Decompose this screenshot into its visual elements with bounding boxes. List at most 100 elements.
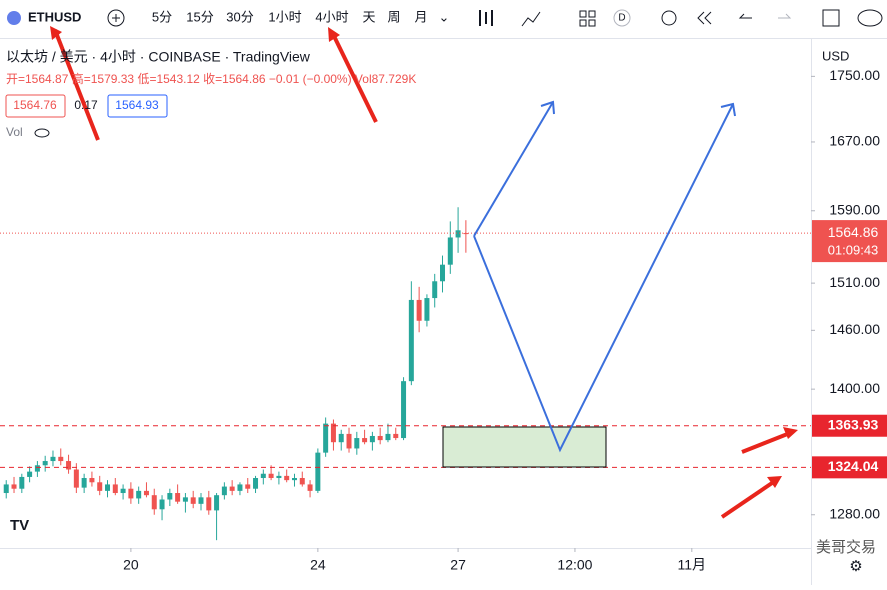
tv-logo[interactable]: TV	[10, 517, 29, 534]
candle-body	[377, 435, 383, 441]
projection-line	[473, 103, 734, 453]
ask: 1564.93	[115, 98, 159, 112]
candle-body	[393, 433, 399, 439]
interval[interactable]: 天	[362, 9, 375, 24]
bid: 1564.76	[13, 98, 57, 112]
ohlc: 开=1564.87 高=1579.33 低=1543.12 收=1564.86 …	[6, 71, 416, 86]
candle-body	[73, 469, 79, 488]
level-label: 1363.93	[828, 416, 879, 432]
interval[interactable]: 1小时	[268, 9, 301, 24]
badge-circle[interactable]	[613, 9, 631, 27]
bid-box[interactable]	[5, 94, 66, 118]
settings-icon[interactable]: ⚙	[849, 558, 862, 575]
candle-body	[369, 435, 375, 443]
alert-icon[interactable]	[661, 10, 677, 26]
interval[interactable]: 周	[387, 9, 400, 24]
candle-body	[66, 461, 72, 470]
add-symbol[interactable]	[107, 9, 125, 27]
candle-body	[34, 465, 40, 472]
candle-body	[159, 499, 165, 510]
candle-body	[362, 438, 368, 443]
candle-body	[385, 433, 391, 441]
layout-icon[interactable]	[579, 10, 587, 18]
annotation-arrow	[767, 476, 782, 488]
candle-body	[291, 478, 297, 481]
candle-body	[151, 495, 157, 510]
y-tick-label: 1280.00	[829, 505, 880, 521]
candle-body	[268, 473, 274, 479]
x-tick-label: 11月	[678, 557, 707, 573]
y-tick-label: 1510.00	[829, 274, 880, 290]
candle-body	[167, 493, 173, 500]
candle-body	[214, 495, 220, 511]
ask-box[interactable]	[107, 94, 168, 118]
symbol-icon[interactable]	[7, 11, 21, 25]
currency[interactable]: USD	[822, 48, 849, 63]
y-tick-label: 1590.00	[829, 201, 880, 217]
candle-body	[175, 493, 181, 502]
hide-icon[interactable]	[34, 128, 50, 138]
candle-body	[346, 433, 352, 449]
candle-body	[338, 433, 344, 443]
last-price-bg	[812, 220, 887, 263]
fullscreen-icon[interactable]	[822, 9, 840, 27]
indicators-icon[interactable]	[521, 11, 541, 27]
candle-body	[237, 484, 243, 491]
symbol[interactable]: ETHUSD	[28, 9, 81, 24]
toolbar-bg	[0, 0, 887, 38]
level-label-bg	[812, 414, 887, 437]
cloud-icon[interactable]	[857, 9, 883, 27]
candle-body	[105, 484, 111, 491]
undo-icon[interactable]	[738, 13, 752, 19]
interval[interactable]: 5分	[152, 9, 172, 24]
candle-body	[112, 484, 118, 494]
watermark: 美哥交易	[816, 538, 876, 556]
annotation-arrow	[53, 29, 100, 141]
candle-body	[260, 473, 266, 479]
candle-body	[190, 497, 196, 504]
candle-body	[182, 497, 188, 502]
candle-body	[128, 488, 134, 499]
add-icon	[112, 14, 120, 22]
level-label: 1324.04	[828, 458, 879, 474]
candle-body	[401, 381, 407, 439]
interval[interactable]: 30分	[226, 9, 253, 24]
candle-body	[19, 476, 25, 489]
x-tick-label: 12:00	[557, 557, 592, 573]
x-tick-label: 27	[450, 557, 466, 573]
y-tick-label: 1750.00	[829, 67, 880, 83]
interval[interactable]: 月	[414, 9, 427, 24]
candle-body	[330, 423, 336, 443]
interval[interactable]: 15分	[186, 9, 213, 24]
candle-body	[307, 484, 313, 491]
candle-body	[354, 438, 360, 449]
interval[interactable]: 4小时	[315, 9, 348, 24]
chart-type-icon[interactable]	[479, 10, 493, 26]
redo-icon[interactable]	[778, 13, 792, 19]
layout-icon	[588, 10, 596, 18]
candle-body	[253, 478, 259, 489]
candle-body	[42, 461, 48, 466]
y-tick-label: 1460.00	[829, 321, 880, 337]
annotation-arrow	[330, 31, 378, 123]
annotation-arrow	[328, 27, 340, 42]
candle-body	[206, 497, 212, 511]
candle-body	[97, 482, 103, 491]
candle-body	[11, 484, 17, 489]
candle-body	[416, 299, 422, 321]
replay-icon[interactable]	[697, 11, 712, 25]
candle-body	[89, 478, 95, 483]
countdown: 01:09:43	[828, 243, 879, 258]
annotation-arrow	[50, 26, 62, 40]
candle-body	[284, 475, 290, 481]
vol-label: Vol	[6, 125, 23, 139]
candle-body	[27, 471, 33, 477]
candle-body	[440, 264, 446, 282]
candle-body	[229, 486, 235, 491]
layout-icon	[579, 19, 587, 27]
candle-body	[315, 452, 321, 491]
chevron[interactable]: ⌄	[439, 9, 450, 24]
y-tick-label: 1670.00	[829, 133, 880, 149]
arrow-head	[720, 102, 736, 117]
